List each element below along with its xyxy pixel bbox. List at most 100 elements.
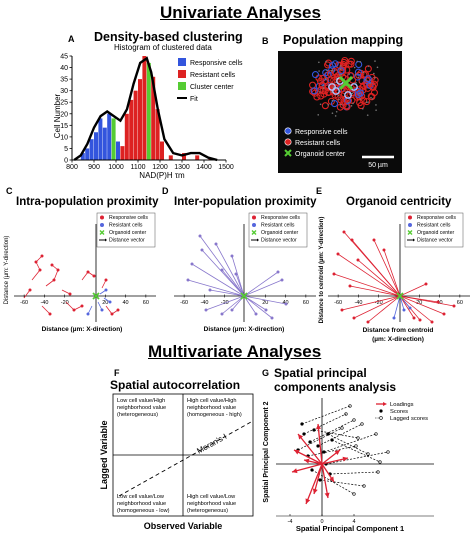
background-speck bbox=[354, 73, 357, 76]
quadrant-br-line2: neighborhood value bbox=[187, 501, 236, 507]
legend-swatch-resistant bbox=[178, 70, 186, 78]
panel-a-legend: Responsive cells Resistant cells Cluster… bbox=[177, 58, 243, 103]
background-speck bbox=[330, 91, 333, 93]
legend-label: Organoid center bbox=[109, 230, 146, 236]
panel-c-title: Intra-population proximity bbox=[16, 196, 159, 208]
x-tick-label: -4 bbox=[288, 519, 293, 525]
cell-marker bbox=[321, 102, 329, 110]
loading-vector bbox=[305, 463, 323, 505]
x-axis-label: Observed Variable bbox=[144, 521, 223, 531]
morans-i-line bbox=[118, 421, 252, 497]
legend-label: Distance vector bbox=[417, 238, 453, 244]
distance-vector bbox=[353, 295, 401, 319]
legend-label-responsive: Responsive cells bbox=[190, 60, 243, 67]
scale-bar-label: 50 µm bbox=[368, 162, 388, 169]
lagged-score-point bbox=[386, 450, 390, 454]
cell-marker bbox=[317, 85, 325, 94]
distance-vector bbox=[215, 243, 245, 297]
cell-point bbox=[350, 238, 354, 242]
chart-axes: 800 900 1000 1100 1200 1300 1400 1500 0 5 10 15 20 25… bbox=[60, 54, 234, 172]
distance-vector bbox=[367, 295, 401, 323]
lagged-score-point bbox=[376, 470, 380, 474]
background-speck bbox=[338, 73, 341, 76]
cell-marker bbox=[310, 87, 318, 95]
histogram-bar bbox=[151, 76, 156, 160]
cell-point bbox=[372, 238, 376, 242]
histogram-bar bbox=[146, 62, 151, 160]
legend-swatch bbox=[257, 238, 259, 242]
background-speck bbox=[365, 101, 368, 104]
loading-arrowhead bbox=[312, 488, 318, 494]
score-point bbox=[330, 438, 334, 442]
lagged-score-point bbox=[356, 436, 360, 440]
x-tick-label: -20 bbox=[375, 300, 383, 306]
distance-vector bbox=[393, 295, 401, 319]
univariate-title: Univariate Analyses bbox=[160, 3, 321, 22]
legend-label-resistant: Resistant cells bbox=[295, 140, 341, 147]
x-tick-label: 20 bbox=[416, 300, 422, 306]
quadrant-tr-line3: (homogeneous - high) bbox=[187, 412, 242, 418]
legend-swatch bbox=[407, 230, 413, 235]
background-speck bbox=[334, 115, 337, 117]
background-speck bbox=[325, 60, 327, 63]
background-speck bbox=[374, 60, 376, 62]
y-tick-label: 10 bbox=[60, 134, 68, 141]
cell-marker bbox=[318, 81, 326, 89]
lagged-score-point bbox=[354, 444, 358, 448]
cell-point bbox=[332, 272, 336, 276]
histogram-bar bbox=[85, 148, 90, 160]
x-axis-label: NAD(P)H τm bbox=[139, 171, 185, 180]
quadrant-bl-line2: neighborhood value bbox=[117, 501, 166, 507]
background-speck bbox=[327, 103, 330, 106]
legend-label: Lagged scores bbox=[390, 416, 428, 422]
loading-arrowhead bbox=[316, 424, 321, 430]
lagged-score-point bbox=[352, 418, 356, 422]
cell-point bbox=[80, 304, 84, 308]
panel-b-letter: B bbox=[262, 36, 269, 46]
lagged-score-point bbox=[348, 404, 352, 408]
score-point bbox=[322, 450, 326, 454]
x-tick-label: 1300 bbox=[174, 164, 190, 171]
panel-f-diagram: Moran's I Low cell value/High neighborho… bbox=[99, 393, 254, 531]
background-speck bbox=[337, 94, 340, 97]
histogram-bar bbox=[120, 146, 125, 160]
background-speck bbox=[367, 65, 370, 67]
background-speck bbox=[350, 105, 353, 107]
distance-vector bbox=[399, 295, 405, 311]
lagged-score-vector bbox=[319, 479, 365, 487]
lagged-score-point bbox=[352, 492, 356, 496]
y-axis-label: Cell Number bbox=[53, 93, 62, 138]
cell-markers bbox=[309, 56, 379, 117]
background-speck bbox=[318, 91, 321, 93]
histogram-bar bbox=[129, 99, 134, 160]
cell-point bbox=[200, 248, 204, 252]
cell-point bbox=[264, 308, 268, 312]
distance-vector bbox=[399, 295, 445, 315]
background-speck bbox=[348, 73, 350, 75]
cell-marker bbox=[322, 69, 330, 77]
x-tick-label: -60 bbox=[20, 300, 28, 306]
background-speck bbox=[319, 103, 322, 106]
cell-marker bbox=[368, 93, 376, 101]
y-tick-label: 20 bbox=[60, 111, 68, 118]
histogram-bar bbox=[138, 79, 142, 160]
panel-a-title: Density-based clustering bbox=[94, 30, 243, 44]
fit-curve bbox=[73, 56, 218, 162]
distance-vector bbox=[357, 259, 401, 297]
panel-e-letter: E bbox=[316, 186, 323, 196]
background-speck bbox=[367, 101, 369, 103]
cell-marker bbox=[311, 71, 320, 79]
background-speck bbox=[331, 99, 334, 102]
x-axis-label: Distance (µm: X-direction) bbox=[42, 326, 123, 333]
x-axis-label: Distance (µm: X-direction) bbox=[204, 326, 285, 333]
background-speck bbox=[359, 61, 362, 63]
background-speck bbox=[326, 69, 328, 72]
legend-swatch-loadings bbox=[383, 402, 387, 406]
x-tick-label: -40 bbox=[354, 300, 362, 306]
score-point bbox=[300, 422, 304, 426]
cell-marker bbox=[354, 90, 362, 99]
legend-label: Responsive cells bbox=[417, 215, 456, 221]
distance-vector bbox=[333, 273, 401, 297]
histogram-bar bbox=[155, 109, 160, 160]
